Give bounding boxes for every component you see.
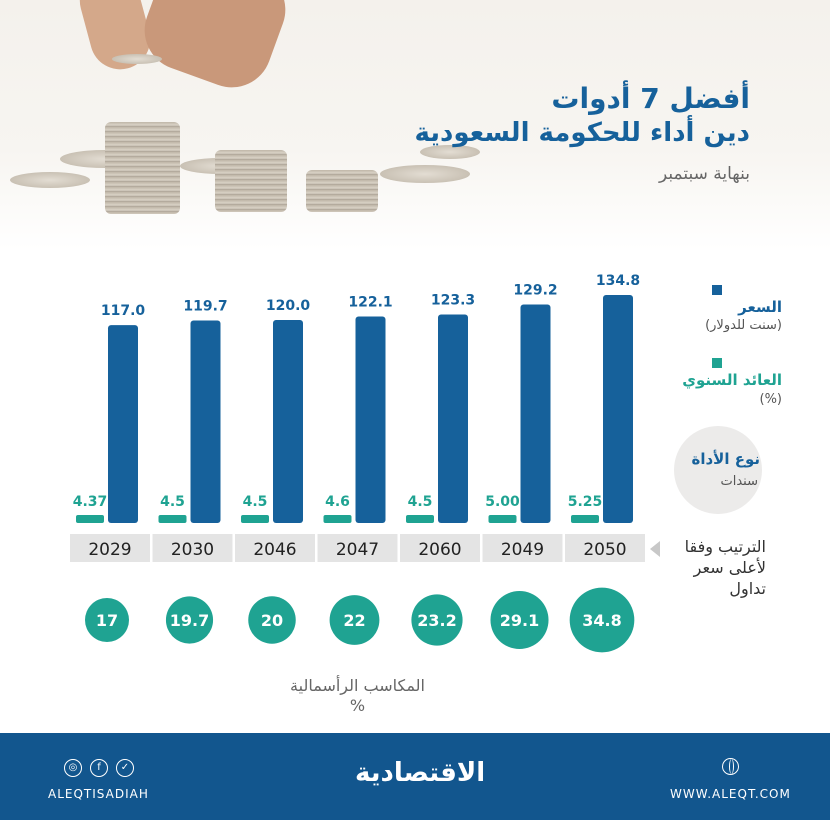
price-value-label: 134.8: [596, 273, 640, 289]
year-box: [565, 534, 645, 562]
capital-gain-value: 34.8: [582, 611, 621, 630]
yield-legend-label: العائد السنوي: [682, 371, 782, 389]
price-value-label: 120.0: [266, 298, 311, 314]
price-value-label: 117.0: [101, 303, 146, 319]
yield-legend-unit: (%): [759, 392, 783, 407]
capital-gain-circle: [329, 595, 380, 645]
capital-gain-circle: [490, 590, 549, 650]
price-value-label: 129.2: [513, 282, 557, 298]
yield-bar: [241, 515, 269, 523]
hero-coins-photo: [0, 0, 830, 250]
year-box: [235, 534, 315, 562]
year-tick-label: 2046: [253, 540, 296, 560]
yield-bar: [406, 515, 434, 523]
year-tick-label: 2060: [418, 540, 461, 560]
coin-flat: [380, 165, 470, 183]
instrument-type-badge: [674, 426, 762, 514]
instagram-icon[interactable]: ◎: [64, 759, 82, 777]
instrument-type-value: سندات: [720, 474, 759, 489]
globe-icon: [722, 758, 739, 775]
price-bar: [355, 316, 386, 523]
coin-stack: [306, 170, 378, 212]
year-box: [482, 534, 563, 562]
capital-gain-value: 23.2: [417, 611, 456, 630]
year-tick-label: 2030: [171, 540, 214, 560]
capital-gain-circle: [85, 598, 129, 642]
price-legend-unit: (سنت للدولار): [705, 318, 782, 333]
price-bar: [438, 314, 468, 523]
coin-flat: [10, 172, 90, 188]
year-tick-label: 2047: [336, 540, 379, 560]
website-link[interactable]: WWW.ALEQT.COM: [670, 787, 791, 801]
yield-value-label: 4.5: [160, 494, 185, 510]
capital-gain-circle: [569, 587, 635, 653]
capital-gain-value: 19.7: [170, 611, 209, 630]
capital-gain-value: 20: [261, 611, 283, 630]
yield-value-label: 4.6: [325, 494, 350, 510]
yield-value-label: 4.5: [243, 494, 268, 510]
coin-stack: [105, 122, 180, 214]
page-subtitle: بنهاية سبتمبر: [659, 164, 750, 184]
yield-legend-swatch: [712, 358, 722, 368]
year-box: [317, 534, 398, 562]
price-value-label: 123.3: [431, 292, 475, 308]
page-title: أفضل 7 أدوات: [551, 82, 750, 115]
price-bar: [273, 320, 303, 523]
page-title-line2: دين أداء للحكومة السعودية: [414, 118, 751, 148]
yield-value-label: 5.00: [485, 494, 520, 510]
year-box: [400, 534, 480, 562]
twitter-icon[interactable]: ✓: [116, 759, 134, 777]
capital-gain-circle: [165, 596, 214, 644]
footer-bar: [0, 733, 830, 820]
coin-held: [112, 54, 162, 64]
arrow-left-icon: [650, 541, 660, 557]
price-value-label: 122.1: [348, 294, 392, 310]
yield-bar: [571, 515, 599, 523]
capital-gains-unit: %: [349, 696, 366, 715]
year-tick-label: 2049: [501, 540, 544, 560]
price-value-label: 119.7: [183, 299, 227, 315]
capital-gain-value: 29.1: [500, 611, 539, 630]
price-bar: [520, 304, 551, 523]
capital-gain-value: 17: [96, 611, 118, 630]
yield-bar: [158, 515, 187, 523]
year-tick-label: 2050: [583, 540, 626, 560]
coin-flat: [420, 145, 480, 159]
brand-logo: الاقتصادية: [355, 758, 486, 788]
social-handle[interactable]: ALEQTISADIAH: [48, 787, 149, 801]
ranking-label: الترتيب وفقا لأعلى سعر تداول: [684, 537, 766, 598]
capital-gain-value: 22: [343, 611, 365, 630]
yield-value-label: 5.25: [568, 494, 603, 510]
price-legend-swatch: [712, 285, 722, 295]
price-bar: [190, 320, 221, 523]
yield-value-label: 4.5: [408, 494, 433, 510]
year-box: [152, 534, 233, 562]
yield-bar: [76, 515, 104, 523]
capital-gain-circle: [248, 596, 296, 644]
instrument-type-label: نوع الأداة: [691, 450, 760, 468]
yield-bar: [488, 515, 517, 523]
price-legend-label: السعر: [738, 298, 782, 316]
capital-gains-label: المكاسب الرأسمالية %: [285, 676, 430, 716]
capital-gain-circle: [411, 594, 463, 646]
yield-value-label: 4.37: [73, 494, 108, 510]
bar-chart: 117.0 4.37 2029 17 119.7 4.5 2030 19.7 120.0 4.5 2…: [70, 273, 645, 653]
capital-gains-title: المكاسب الرأسمالية: [290, 676, 425, 695]
year-tick-label: 2029: [88, 540, 131, 560]
yield-bar: [323, 515, 352, 523]
year-box: [70, 534, 150, 562]
price-bar: [108, 325, 138, 523]
price-bar: [603, 295, 633, 523]
coin-stack: [215, 150, 287, 212]
facebook-icon[interactable]: f: [90, 759, 108, 777]
